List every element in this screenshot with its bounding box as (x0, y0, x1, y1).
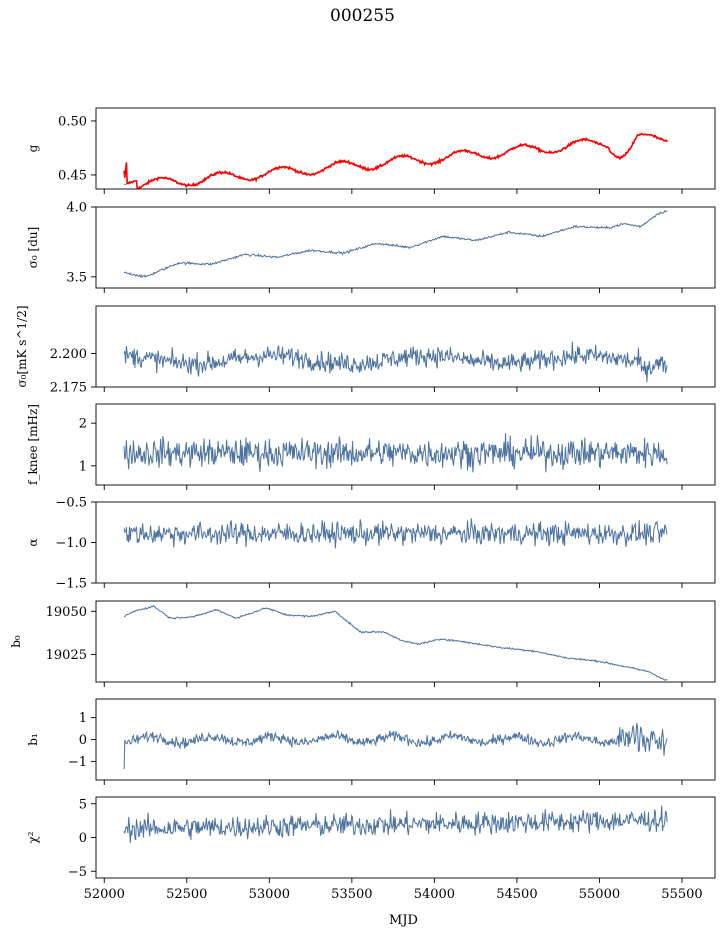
y-tick-label: 0 (79, 831, 87, 846)
y-tick-label: 0 (79, 733, 87, 748)
axes-frame (95, 796, 716, 879)
y-tick-label: 1 (79, 711, 87, 726)
series-line-4-1 (123, 433, 668, 473)
x-tick-label: 55000 (579, 887, 620, 902)
y-axis-label: b₀ (9, 635, 23, 648)
y-axis-label: χ² (26, 831, 40, 843)
panel-5: −1.5 −1.0 −0.5 α (26, 496, 716, 592)
y-tick-label: 19050 (46, 605, 87, 620)
panel-4: 1 2 f_knee [mHz] (26, 403, 716, 490)
y-tick-label: −0.5 (55, 496, 87, 511)
y-tick-label: 5 (79, 797, 87, 812)
panel-8: −5 0 5 52000 52500 53000 53500 54000 54500 55000 5… (26, 796, 716, 902)
y-axis-label: σ₀[mK s^1/2] (15, 305, 29, 387)
y-tick-label: 1 (79, 459, 87, 474)
axes-frame (95, 107, 716, 190)
panel-7: −1 0 1 b₁ (26, 698, 716, 785)
x-tick-label: 53500 (331, 887, 372, 902)
x-tick-label: 54000 (414, 887, 455, 902)
axes-frame (95, 600, 716, 683)
y-tick-label: 4.0 (66, 201, 87, 216)
series-line-1-2 (123, 132, 668, 189)
y-tick-label: −1.0 (55, 536, 87, 551)
x-tick-label: 52500 (166, 887, 207, 902)
y-tick-label: 2.200 (50, 347, 87, 362)
series-line-6-1 (123, 605, 668, 681)
series-line-7-1 (123, 722, 668, 770)
y-axis-label: g (26, 144, 40, 152)
y-tick-label: −5 (68, 865, 87, 880)
axes-frame (95, 305, 716, 388)
y-tick-label: −1 (68, 755, 87, 770)
y-axis-label: α (26, 538, 40, 546)
x-tick-label: 54500 (496, 887, 537, 902)
x-tick-label: 55500 (661, 887, 702, 902)
series-line-3-1 (123, 341, 668, 383)
figure-title: 000255 (330, 6, 395, 26)
x-tick-label: 53000 (249, 887, 290, 902)
x-axis-label: MJD (389, 913, 418, 928)
panel-6: 19025 19050 b₀ (9, 600, 716, 687)
axes-frame (95, 403, 716, 486)
series-line-2-1 (123, 209, 668, 278)
y-axis-label: b₁ (26, 733, 40, 746)
y-axis-label: f_knee [mHz] (26, 404, 40, 485)
y-tick-label: 0.45 (58, 168, 87, 183)
panel-3: 2.175 2.200 σ₀[mK s^1/2] (15, 305, 716, 396)
axes-frame (95, 206, 716, 289)
y-tick-label: 2.175 (50, 381, 87, 396)
series-line-8-1 (123, 805, 668, 844)
panel-2: 3.5 4.0 σ₀ [du] (26, 201, 716, 293)
y-tick-label: 19025 (46, 648, 87, 663)
y-tick-label: 0.50 (58, 114, 87, 129)
series-line-5-1 (123, 518, 668, 549)
y-tick-label: 2 (79, 417, 87, 432)
x-tick-label: 52000 (84, 887, 125, 902)
panel-1: 0.45 0.50 g (26, 107, 716, 194)
y-tick-label: 3.5 (66, 270, 87, 285)
y-tick-label: −1.5 (55, 577, 87, 592)
y-axis-label: σ₀ [du] (26, 227, 40, 269)
axes-frame (95, 501, 716, 584)
